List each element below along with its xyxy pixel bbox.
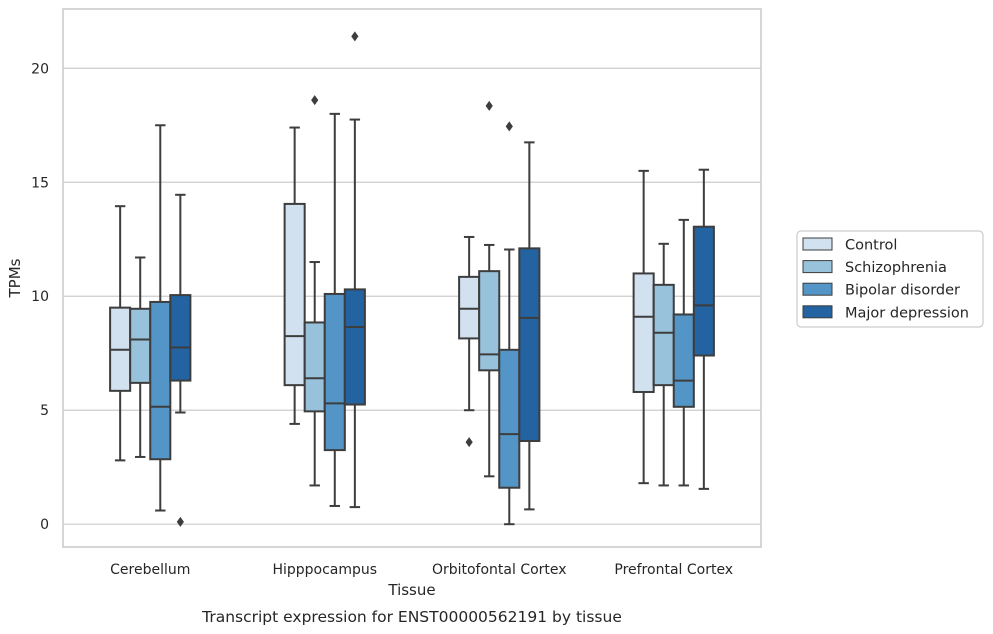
box-0-1 — [129, 256, 152, 458]
legend-label: Schizophrenia — [845, 260, 947, 276]
outlier-marker — [311, 95, 319, 106]
legend-label: Control — [845, 238, 897, 254]
x-tick-label: Prefrontal Cortex — [614, 562, 733, 578]
legend-swatch — [802, 260, 833, 274]
box — [303, 321, 326, 413]
box-2-1 — [478, 100, 501, 478]
legend-frame — [796, 230, 984, 328]
box — [692, 225, 715, 357]
box — [632, 272, 655, 393]
outlier-marker — [505, 121, 513, 132]
box-2-3 — [518, 141, 541, 511]
y-tick-label: 15 — [31, 175, 49, 191]
plot-area-frame — [62, 8, 762, 548]
box — [169, 294, 192, 382]
box-3-2 — [672, 218, 695, 487]
box-0-0 — [109, 205, 132, 462]
box-0-3 — [169, 193, 192, 527]
box-plot-series — [109, 31, 715, 527]
x-tick-label: Cerebellum — [110, 562, 190, 578]
box-3-3 — [692, 168, 715, 490]
x-axis-label: Tissue — [387, 581, 435, 599]
box-2-0 — [458, 235, 481, 448]
box — [652, 283, 675, 387]
legend-swatch — [802, 282, 833, 296]
box — [478, 270, 501, 372]
y-axis-label: TPMs — [6, 258, 24, 298]
box — [323, 292, 346, 452]
box — [149, 300, 172, 461]
box — [518, 247, 541, 442]
x-tick-label: Orbitofontal Cortex — [432, 562, 567, 578]
box-3-1 — [652, 242, 675, 487]
y-tick-label: 0 — [40, 517, 49, 533]
legend-label: Major depression — [845, 305, 969, 321]
box — [672, 313, 695, 408]
box-1-3 — [343, 31, 366, 509]
box-1-0 — [283, 126, 306, 425]
x-tick-label: Hipppocampus — [272, 562, 377, 578]
chart-caption: Transcript expression for ENST0000056219… — [201, 608, 622, 626]
outlier-marker — [465, 437, 473, 448]
y-tick-label: 10 — [31, 289, 49, 305]
legend: Control Schizophrenia Bipolar disorder Majo… — [796, 230, 984, 328]
box — [498, 348, 521, 489]
outlier-marker — [176, 516, 184, 527]
box — [458, 275, 481, 340]
legend-swatch — [802, 305, 833, 319]
legend-label: Bipolar disorder — [845, 283, 960, 299]
y-tick-label: 20 — [31, 61, 49, 77]
box-0-2 — [149, 124, 172, 512]
box-1-2 — [323, 112, 346, 507]
outlier-marker — [485, 100, 493, 111]
box-1-1 — [303, 95, 326, 487]
box-3-0 — [632, 169, 655, 485]
outlier-marker — [351, 31, 359, 42]
y-tick-label: 5 — [40, 403, 49, 419]
box — [129, 307, 152, 384]
legend-swatch — [802, 237, 833, 251]
y-axis-ticks: 0 5 10 15 20 — [31, 61, 49, 533]
box — [343, 288, 366, 406]
box — [283, 202, 306, 387]
x-axis-ticks: Cerebellum Hipppocampus Orbitofontal Corte… — [110, 562, 733, 578]
